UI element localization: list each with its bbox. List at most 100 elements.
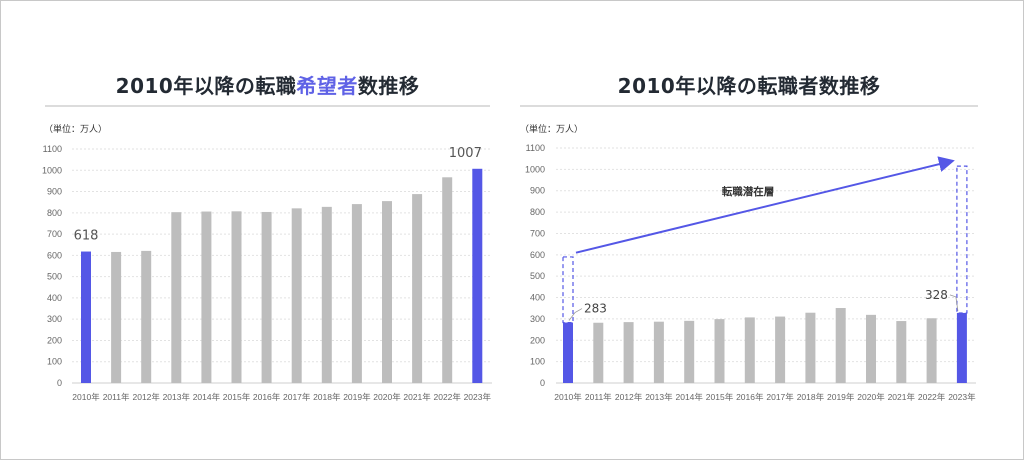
y-tick-label: 500 xyxy=(530,271,545,281)
x-tick-label: 2019年 xyxy=(343,392,371,402)
bar-2021年 xyxy=(412,194,423,383)
leader-line xyxy=(949,294,959,311)
y-tick-label: 0 xyxy=(540,378,545,388)
bar-2023年 xyxy=(472,168,483,383)
x-tick-label: 2017年 xyxy=(283,392,311,402)
x-tick-label: 2015年 xyxy=(706,392,734,402)
x-tick-label: 2011年 xyxy=(585,392,612,402)
latent-box xyxy=(956,165,968,314)
right-title-divider xyxy=(520,105,978,107)
x-tick-label: 2011年 xyxy=(103,392,130,402)
left-title-highlight: 希望者 xyxy=(296,74,358,98)
x-tick-label: 2016年 xyxy=(253,392,281,402)
trend-arrow xyxy=(575,156,955,254)
y-tick-label: 100 xyxy=(47,357,62,367)
x-tick-label: 2013年 xyxy=(163,392,191,402)
bar-2012年 xyxy=(623,322,634,383)
latent-box xyxy=(562,256,574,324)
x-tick-label: 2012年 xyxy=(615,392,643,402)
bar-2017年 xyxy=(291,208,302,383)
x-tick-label: 2023年 xyxy=(948,392,976,402)
x-tick-label: 2010年 xyxy=(554,392,582,402)
y-tick-label: 200 xyxy=(530,335,545,345)
y-tick-label: 300 xyxy=(47,314,62,324)
left-chart-title: 2010年以降の転職希望者数推移 xyxy=(45,70,490,99)
leader-line xyxy=(568,308,583,321)
left-unit-label: （単位：万人） xyxy=(44,125,108,135)
x-tick-label: 2022年 xyxy=(433,392,461,402)
bar-2021年 xyxy=(896,321,907,383)
left-title-part: 数推移 xyxy=(357,74,420,98)
y-tick-label: 1100 xyxy=(43,144,62,154)
bar-2019年 xyxy=(351,204,362,383)
bar-2012年 xyxy=(141,250,152,383)
y-tick-label: 900 xyxy=(47,187,62,197)
x-tick-label: 2014年 xyxy=(193,392,221,402)
bar-2011年 xyxy=(593,322,604,383)
data-label: 618 xyxy=(74,229,99,244)
bar-2019年 xyxy=(835,308,846,383)
bar-2016年 xyxy=(261,211,272,383)
y-tick-label: 700 xyxy=(47,229,62,239)
bar-2023年 xyxy=(956,312,967,383)
y-tick-label: 400 xyxy=(530,293,545,303)
x-tick-label: 2015年 xyxy=(223,392,251,402)
y-tick-label: 600 xyxy=(530,250,545,260)
x-tick-label: 2018年 xyxy=(313,392,341,402)
bar-2014年 xyxy=(201,211,212,383)
y-tick-label: 800 xyxy=(47,208,62,218)
x-tick-label: 2013年 xyxy=(645,392,673,402)
bar-2018年 xyxy=(321,206,332,383)
x-tick-label: 2021年 xyxy=(888,392,916,402)
y-tick-label: 700 xyxy=(530,228,545,238)
x-tick-label: 2010年 xyxy=(72,392,100,402)
x-tick-label: 2016年 xyxy=(736,392,764,402)
x-tick-label: 2012年 xyxy=(132,392,160,402)
bar-2020年 xyxy=(866,314,876,383)
data-label: 328 xyxy=(925,288,948,302)
bar-2010年 xyxy=(81,251,91,383)
y-tick-label: 0 xyxy=(57,378,62,388)
x-tick-label: 2022年 xyxy=(918,392,946,402)
data-label: 1007 xyxy=(449,146,482,161)
arrow-annotation: 転職潜在層 xyxy=(722,185,775,198)
x-tick-label: 2017年 xyxy=(766,392,794,402)
y-tick-label: 1000 xyxy=(525,164,545,174)
x-tick-label: 2019年 xyxy=(827,392,855,402)
x-tick-label: 2023年 xyxy=(464,392,492,402)
bar-2015年 xyxy=(231,211,242,383)
bar-2010年 xyxy=(563,322,573,383)
right-unit-label: （単位：万人） xyxy=(520,125,584,135)
y-tick-label: 400 xyxy=(47,293,62,303)
bar-2016年 xyxy=(744,317,755,383)
y-tick-label: 900 xyxy=(530,186,545,196)
y-tick-label: 500 xyxy=(47,272,62,282)
data-label: 283 xyxy=(584,302,607,316)
bar-2022年 xyxy=(442,177,453,383)
bar-2014年 xyxy=(684,320,695,383)
bar-2015年 xyxy=(714,319,725,383)
bar-2022年 xyxy=(926,318,937,383)
bar-2018年 xyxy=(805,312,816,383)
bar-2017年 xyxy=(775,316,786,383)
left-title-part: 2010年以降の転職 xyxy=(115,74,297,98)
bar-2011年 xyxy=(111,251,122,383)
x-tick-label: 2014年 xyxy=(675,392,703,402)
bar-2020年 xyxy=(382,201,392,383)
y-tick-label: 100 xyxy=(530,357,545,367)
right-chart-title: 2010年以降の転職者数推移 xyxy=(617,74,881,98)
y-tick-label: 200 xyxy=(47,335,62,345)
x-tick-label: 2020年 xyxy=(373,392,401,402)
y-tick-label: 600 xyxy=(47,250,62,260)
bar-2013年 xyxy=(171,212,182,383)
y-tick-label: 1100 xyxy=(526,143,545,153)
bar-2013年 xyxy=(653,321,664,383)
y-tick-label: 800 xyxy=(530,207,545,217)
y-tick-label: 300 xyxy=(530,314,545,324)
x-tick-label: 2018年 xyxy=(797,392,825,402)
x-tick-label: 2021年 xyxy=(403,392,431,402)
x-tick-label: 2020年 xyxy=(857,392,885,402)
left-title-divider xyxy=(45,105,490,107)
y-tick-label: 1000 xyxy=(42,165,62,175)
